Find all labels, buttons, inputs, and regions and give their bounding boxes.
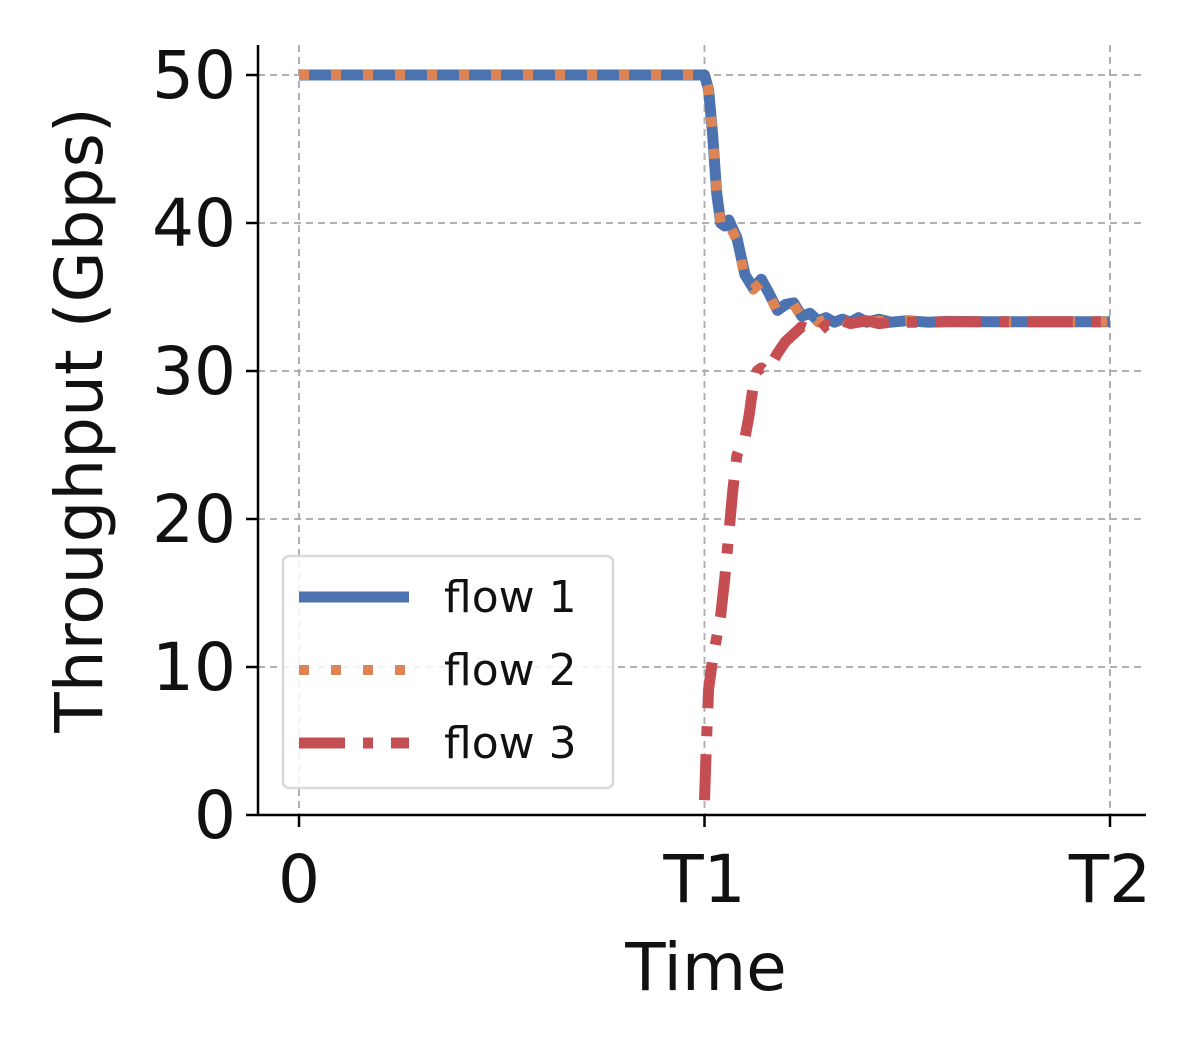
x-tick-label: T1 [662, 841, 745, 918]
y-tick-label: 0 [194, 777, 236, 854]
axes [256, 45, 1146, 817]
series-layer [299, 69, 1110, 801]
legend-label-2: flow 2 [444, 645, 577, 696]
series-line-3 [699, 315, 1110, 801]
legend-box [281, 554, 615, 790]
series-line-1 [299, 69, 1110, 328]
y-tick-label: 20 [152, 481, 236, 558]
legend: flow 1 flow 2 flow 3 [281, 554, 615, 790]
legend-label-1: flow 1 [444, 572, 577, 623]
y-tick-label: 10 [152, 629, 236, 706]
x-tick-label: T2 [1068, 841, 1151, 918]
y-tick-label: 40 [152, 185, 236, 262]
x-tick-label: 0 [278, 841, 320, 918]
x-axis-label: Time [624, 929, 787, 1006]
legend-label-3: flow 3 [444, 718, 577, 769]
y-tick-label: 30 [152, 333, 236, 410]
y-tick-label: 50 [152, 37, 236, 114]
tick-marks: 0 10 20 30 40 50 0 T1 T2 [152, 37, 1151, 918]
y-axis-label: Throughput (Gbps) [41, 107, 118, 733]
